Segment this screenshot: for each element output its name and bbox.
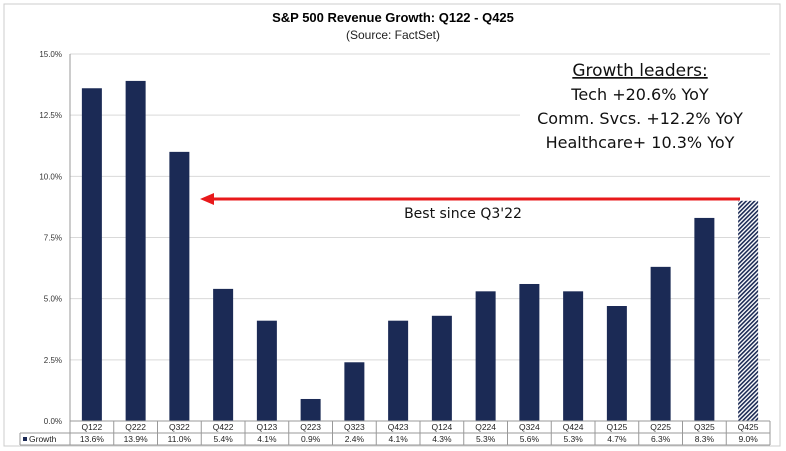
data-label: 4.1% (257, 434, 277, 444)
x-tick-label: Q422 (213, 422, 234, 432)
data-label: 13.9% (124, 434, 149, 444)
data-label: 4.1% (388, 434, 408, 444)
y-tick-label: 0.0% (44, 417, 62, 426)
data-label: 5.3% (476, 434, 496, 444)
leader-item: Comm. Svcs. +12.2% YoY (537, 109, 743, 128)
arrow-head-icon (200, 193, 214, 205)
y-tick-label: 2.5% (44, 356, 62, 365)
bar-Q322 (169, 151, 190, 421)
x-tick-label: Q224 (475, 422, 496, 432)
bar-Q125 (606, 306, 627, 421)
y-tick-label: 7.5% (44, 234, 62, 243)
x-tick-label: Q324 (519, 422, 540, 432)
x-tick-label: Q125 (606, 422, 627, 432)
bar-Q122 (81, 88, 102, 422)
x-tick-label: Q123 (256, 422, 277, 432)
x-tick-label: Q424 (563, 422, 584, 432)
x-tick-label: Q322 (169, 422, 190, 432)
data-label: 13.6% (80, 434, 105, 444)
data-label: 9.0% (738, 434, 758, 444)
bar-Q225 (650, 266, 671, 421)
leaders-title: Growth leaders: (572, 61, 707, 81)
y-tick-label: 10.0% (39, 172, 62, 181)
chart-subtitle: (Source: FactSet) (346, 28, 440, 42)
data-label: 5.3% (563, 434, 583, 444)
bar-Q423 (388, 320, 409, 421)
data-label: 5.4% (213, 434, 233, 444)
x-tick-label: Q225 (650, 422, 671, 432)
x-tick-label: Q124 (431, 422, 452, 432)
x-tick-label: Q122 (81, 422, 102, 432)
bar-Q123 (256, 320, 277, 421)
bar-Q124 (431, 315, 452, 421)
y-tick-label: 5.0% (44, 295, 62, 304)
x-tick-label: Q425 (738, 422, 759, 432)
arrow-label: Best since Q3'22 (404, 206, 522, 222)
y-tick-label: 15.0% (39, 50, 62, 59)
data-label: 8.3% (695, 434, 715, 444)
legend-swatch-icon (23, 437, 27, 441)
data-label: 11.0% (168, 434, 192, 444)
bar-Q425 (738, 200, 759, 421)
bar-Q224 (475, 291, 496, 421)
data-label: 2.4% (345, 434, 365, 444)
y-tick-label: 12.5% (39, 111, 62, 120)
bar-Q424 (563, 291, 584, 421)
x-tick-label: Q222 (125, 422, 146, 432)
leader-item: Tech +20.6% YoY (570, 85, 709, 104)
x-tick-label: Q223 (300, 422, 321, 432)
data-label: 0.9% (301, 434, 321, 444)
bar-Q222 (125, 80, 146, 421)
legend-label: Growth (29, 434, 57, 444)
data-label: 4.7% (607, 434, 627, 444)
data-label: 4.3% (432, 434, 452, 444)
data-label: 6.3% (651, 434, 671, 444)
bar-Q324 (519, 283, 540, 421)
chart-title: S&P 500 Revenue Growth: Q122 - Q425 (272, 10, 514, 25)
bar-Q323 (344, 362, 365, 421)
data-label: 5.6% (520, 434, 540, 444)
leader-item: Healthcare+ 10.3% YoY (546, 133, 735, 152)
x-tick-label: Q325 (694, 422, 715, 432)
chart-border (3, 3, 781, 447)
bar-Q223 (300, 398, 321, 421)
bar-Q422 (213, 288, 234, 421)
bar-Q325 (694, 217, 715, 421)
x-tick-label: Q423 (388, 422, 409, 432)
x-tick-label: Q323 (344, 422, 365, 432)
